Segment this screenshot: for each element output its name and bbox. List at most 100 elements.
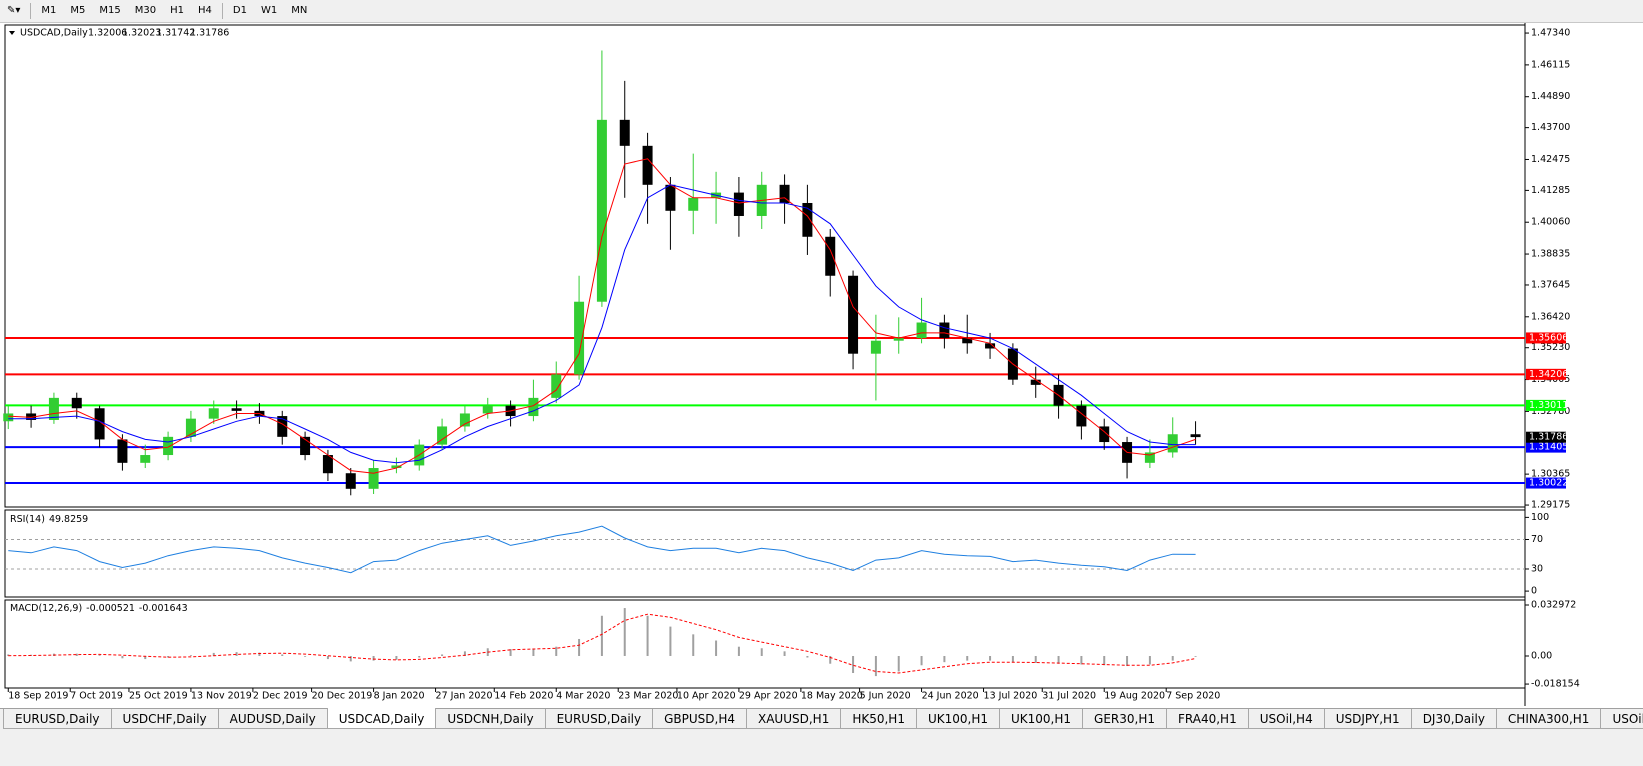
level-label-box xyxy=(1526,368,1566,380)
level-label-box xyxy=(1526,332,1566,344)
candle-body xyxy=(665,184,676,211)
indicator-line xyxy=(8,525,1196,574)
candle-body xyxy=(733,192,744,216)
x-tick-label: 29 Apr 2020 xyxy=(739,691,798,702)
timeframe-button[interactable]: H1 xyxy=(170,5,185,16)
chart-tab[interactable]: UK100,H1 xyxy=(999,709,1084,729)
level-label: 1.35606 xyxy=(1529,332,1568,343)
candle-body xyxy=(208,408,219,419)
chart-tab[interactable]: USDCAD,Daily xyxy=(326,708,437,729)
chart-tab[interactable]: EURUSD,Daily xyxy=(3,709,112,729)
y-tick-label: 1.37645 xyxy=(1531,279,1570,290)
timeframe-button[interactable]: W1 xyxy=(260,5,278,16)
y-tick-label: 30 xyxy=(1531,563,1543,574)
timeframe-button[interactable]: M15 xyxy=(99,5,121,16)
candle-body xyxy=(642,145,653,185)
moving-average xyxy=(8,158,1196,474)
indicator-title: RSI(14) 49.8259 xyxy=(10,514,88,525)
y-tick-label: 1.46115 xyxy=(1531,59,1570,70)
chart-tab[interactable]: UK100,H1 xyxy=(915,709,1000,729)
candle-body xyxy=(26,413,37,420)
x-tick-label: 19 Aug 2020 xyxy=(1104,691,1165,702)
chart-tab[interactable]: AUDUSD,Daily xyxy=(217,709,328,729)
timeframe-button[interactable]: M1 xyxy=(41,5,57,16)
candle-body xyxy=(94,408,105,440)
candle-body xyxy=(1076,405,1087,427)
indicator-value: 49.8259 xyxy=(49,514,88,525)
chart-tab[interactable]: USDCNH,Daily xyxy=(435,709,546,729)
chart-title: USDCAD,Daily xyxy=(20,28,88,39)
chart-tab[interactable]: GER30,H1 xyxy=(1082,709,1167,729)
candle-body xyxy=(48,397,59,420)
chart-tab[interactable]: GBPUSD,H4 xyxy=(652,709,747,729)
y-tick-label: 1.42475 xyxy=(1531,154,1570,165)
chart-tab[interactable]: USOil,H4 xyxy=(1247,709,1325,729)
candle-body xyxy=(322,455,333,474)
chart-tab[interactable]: USOil,H1 xyxy=(1600,709,1643,729)
candle-body xyxy=(345,473,356,489)
candle-body xyxy=(528,397,539,417)
level-label: 1.30022 xyxy=(1529,478,1568,489)
chart: 1.47340 1.46115 1.44890 1.43700 1.42475 1.412… xyxy=(3,22,1580,706)
tab-bar: EURUSD,Daily USDCHF,Daily AUDUSD,Daily USDC… xyxy=(0,708,1643,766)
y-tick-label: 1.38835 xyxy=(1531,249,1570,260)
timeframe-button[interactable]: M30 xyxy=(134,5,157,16)
candle-body xyxy=(596,119,607,302)
chart-tab[interactable]: USDJPY,H1 xyxy=(1323,709,1412,729)
y-tick-label: 1.36420 xyxy=(1531,311,1570,322)
candle-body xyxy=(437,426,448,445)
candle-body xyxy=(688,197,699,211)
candle-body xyxy=(459,413,470,427)
timeframe-button[interactable]: D1 xyxy=(232,5,247,16)
candle-body xyxy=(848,275,859,354)
separator xyxy=(30,3,32,19)
toolbar-icon[interactable]: ✎▾ xyxy=(7,5,21,16)
candle-body xyxy=(962,338,973,344)
chart-tab[interactable]: HK50,H1 xyxy=(840,709,917,729)
timeframe-button[interactable]: M5 xyxy=(70,5,86,16)
level-label: 1.31405 xyxy=(1529,442,1568,453)
y-tick-label: 0.00 xyxy=(1531,650,1552,661)
chart-tab[interactable]: CHINA300,H1 xyxy=(1495,709,1602,729)
y-tick-label: 1.30365 xyxy=(1531,469,1570,480)
ohlc-value: 1.31742 xyxy=(156,28,195,39)
ohlc-value: 1.32023 xyxy=(122,28,161,39)
candle-body xyxy=(1144,452,1155,463)
x-tick-label: 14 Feb 2020 xyxy=(494,691,553,702)
x-tick-label: 7 Sep 2020 xyxy=(1166,691,1220,702)
chart-tab[interactable]: FRA40,H1 xyxy=(1166,709,1249,729)
candle-body xyxy=(802,202,813,237)
x-tick-label: 24 Jun 2020 xyxy=(922,691,979,702)
current-price-label: 1.31786 xyxy=(1529,432,1568,443)
chart-tab[interactable]: USDCHF,Daily xyxy=(110,709,219,729)
x-tick-label: 18 Sep 2019 xyxy=(8,691,68,702)
chart-tab[interactable]: DJ30,Daily xyxy=(1410,709,1497,729)
indicator-name: RSI(14) xyxy=(10,514,45,525)
candle-body xyxy=(551,374,562,398)
timeframe-button[interactable]: H4 xyxy=(198,5,212,16)
timeframe-button[interactable]: MN xyxy=(291,5,308,16)
indicator-value: -0.001643 xyxy=(139,603,188,614)
candle-body xyxy=(1190,434,1201,438)
y-tick-label: 1.44890 xyxy=(1531,91,1570,102)
panel-frame xyxy=(4,509,1526,598)
level-label-box xyxy=(1526,441,1566,453)
x-tick-label: 20 Dec 2019 xyxy=(312,691,373,702)
level-label-box xyxy=(1526,477,1566,489)
signal-line xyxy=(8,613,1196,674)
candle-body xyxy=(185,418,196,437)
level-label-box xyxy=(1526,399,1566,411)
toolbar: ✎▾ M1 M5 M15 M30 H1 H4 D1 W1 MN xyxy=(0,0,1643,23)
x-tick-label: 25 Oct 2019 xyxy=(129,691,188,702)
chart-tab[interactable]: XAUUSD,H1 xyxy=(746,709,842,729)
y-tick-label: -0.018154 xyxy=(1531,679,1580,690)
chart-tab[interactable]: EURUSD,Daily xyxy=(544,709,654,729)
panel-frame xyxy=(4,24,1526,508)
x-tick-label: 27 Jan 2020 xyxy=(436,691,493,702)
candle-body xyxy=(368,468,379,489)
candle-body xyxy=(71,397,82,409)
ohlc-value: 1.31786 xyxy=(190,28,229,39)
x-tick-label: 8 Jan 2020 xyxy=(374,691,425,702)
y-tick-label: 1.32780 xyxy=(1531,406,1570,417)
